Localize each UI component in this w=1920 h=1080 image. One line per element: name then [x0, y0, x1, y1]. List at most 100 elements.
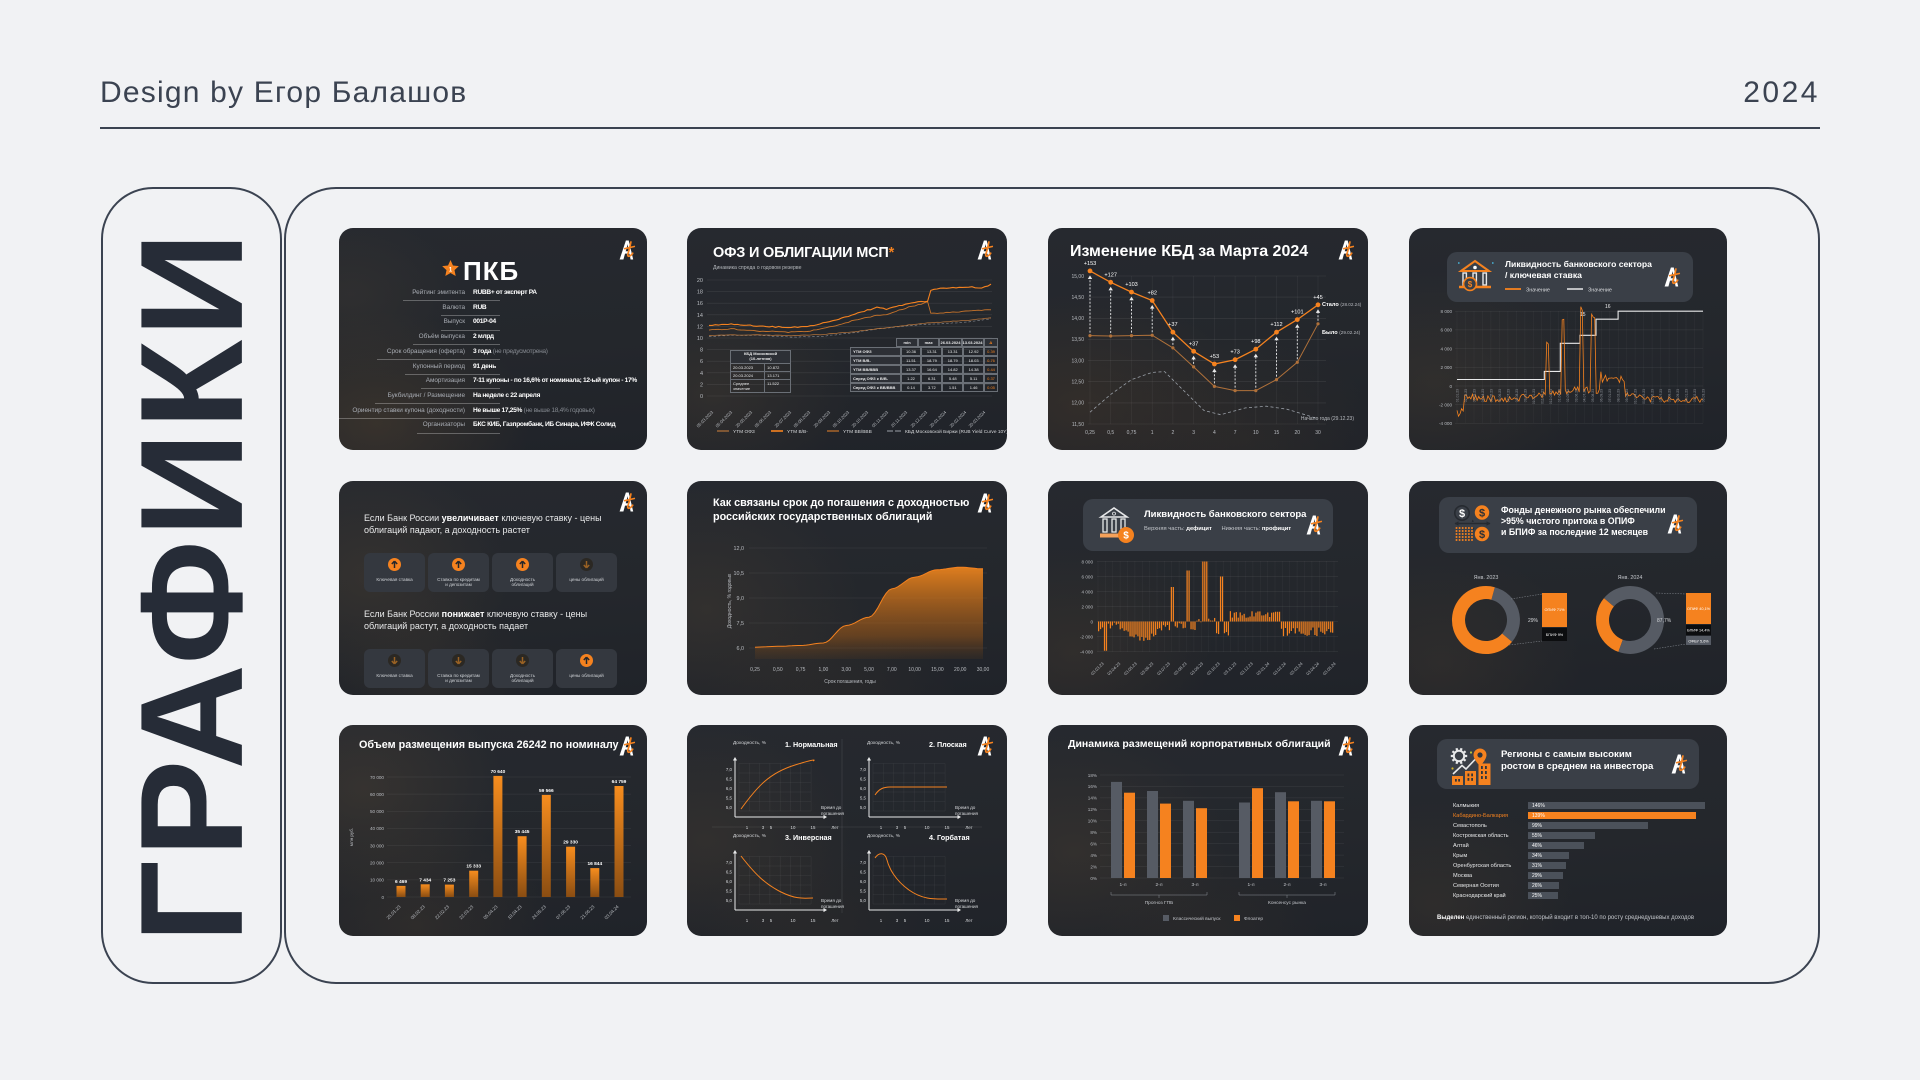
svg-text:08.02.23: 08.02.23 — [410, 904, 426, 920]
svg-text:25.01.23: 25.01.23 — [386, 904, 402, 920]
svg-text:6,0: 6,0 — [860, 786, 867, 791]
svg-text:20: 20 — [697, 278, 703, 284]
svg-text:01.07.23: 01.07.23 — [1659, 389, 1663, 402]
svg-text:7,5: 7,5 — [737, 621, 745, 627]
svg-text:5: 5 — [770, 825, 773, 830]
svg-text:Доходность, %: Доходность, % — [733, 740, 767, 746]
svg-text:30 000: 30 000 — [370, 843, 384, 848]
svg-text:Значение: Значение — [1588, 288, 1612, 294]
svg-text:2-л: 2-л — [1283, 882, 1290, 888]
svg-text:15: 15 — [945, 918, 950, 923]
svg-text:+53: +53 — [1210, 354, 1220, 360]
svg-text:6%: 6% — [1090, 842, 1097, 847]
svg-text:6 000: 6 000 — [1082, 574, 1094, 579]
svg-text:011.02.23: 011.02.23 — [1540, 389, 1544, 404]
svg-text:4%: 4% — [1090, 853, 1097, 858]
svg-text:ОПИФ 40,1%: ОПИФ 40,1% — [1687, 607, 1711, 611]
svg-text:$: $ — [1479, 508, 1485, 520]
svg-text:5: 5 — [904, 918, 907, 923]
svg-text:1,00: 1,00 — [819, 667, 829, 673]
svg-text:04.04.23: 04.04.23 — [1481, 389, 1485, 402]
svg-text:15: 15 — [945, 825, 950, 830]
svg-text:Срок погашения, годы: Срок погашения, годы — [824, 679, 876, 685]
svg-text:13,00: 13,00 — [1071, 358, 1084, 364]
svg-text:3: 3 — [896, 918, 899, 923]
svg-text:5,5: 5,5 — [860, 796, 867, 801]
svg-text:5,0: 5,0 — [726, 805, 733, 810]
svg-text:20.10.2023: 20.10.2023 — [851, 409, 870, 428]
svg-text:1. Нормальная: 1. Нормальная — [785, 740, 838, 749]
svg-text:04.07.23: 04.07.23 — [1583, 389, 1587, 402]
svg-text:20.01.2024: 20.01.2024 — [929, 409, 948, 428]
svg-text:010.01.23: 010.01.23 — [1532, 389, 1536, 404]
svg-text:6,5: 6,5 — [860, 870, 867, 875]
svg-text:22.02.23: 22.02.23 — [434, 904, 450, 920]
svg-text:04.01.23: 04.01.23 — [1685, 389, 1689, 402]
svg-text:3: 3 — [896, 825, 899, 830]
svg-text:03.02.24: 03.02.24 — [1272, 661, 1288, 677]
svg-text:10%: 10% — [1088, 819, 1097, 824]
svg-text:10: 10 — [791, 918, 796, 923]
svg-text:15,00: 15,00 — [1071, 274, 1084, 280]
svg-text:0,50: 0,50 — [773, 667, 783, 673]
svg-text:3: 3 — [762, 918, 765, 923]
svg-text:7,0: 7,0 — [860, 767, 867, 772]
svg-text:03.05.24: 03.05.24 — [1322, 661, 1338, 677]
svg-text:16%: 16% — [1088, 784, 1097, 789]
svg-text:Доходность, % годовых: Доходность, % годовых — [727, 573, 733, 628]
svg-text:Лет: Лет — [965, 918, 972, 923]
svg-text:8: 8 — [700, 348, 703, 354]
svg-text:4 000: 4 000 — [1082, 589, 1094, 594]
svg-text:6: 6 — [700, 359, 703, 365]
svg-text:87,7%: 87,7% — [1657, 618, 1672, 624]
svg-text:15: 15 — [811, 918, 816, 923]
svg-text:05.05.23: 05.05.23 — [1489, 389, 1493, 402]
svg-text:07.06.23: 07.06.23 — [555, 904, 571, 920]
svg-text:15: 15 — [1274, 430, 1280, 436]
svg-text:05.08.2023: 05.08.2023 — [793, 409, 812, 428]
svg-text:09.03.23: 09.03.23 — [1625, 389, 1629, 402]
svg-text:20 000: 20 000 — [370, 861, 384, 866]
svg-text:10: 10 — [697, 336, 703, 342]
svg-text:Янв. 2024: Янв. 2024 — [1618, 575, 1643, 581]
svg-text:64 759: 64 759 — [612, 779, 627, 785]
svg-text:10,00: 10,00 — [908, 667, 921, 673]
svg-text:6,0: 6,0 — [737, 646, 745, 652]
svg-text:5,00: 5,00 — [864, 667, 874, 673]
svg-text:7 253: 7 253 — [443, 878, 455, 884]
svg-text:2 000: 2 000 — [1082, 604, 1094, 609]
svg-text:-2 000: -2 000 — [1080, 634, 1093, 639]
svg-text:млн руб.: млн руб. — [349, 828, 354, 846]
svg-text:7,00: 7,00 — [887, 667, 897, 673]
svg-text:0,5: 0,5 — [1107, 430, 1114, 436]
svg-text:Флоатер: Флоатер — [1244, 916, 1263, 922]
svg-text:40 000: 40 000 — [370, 826, 384, 831]
svg-text:+37: +37 — [1189, 341, 1199, 347]
svg-text:$: $ — [1468, 280, 1473, 289]
svg-text:5,5: 5,5 — [860, 889, 867, 894]
svg-text:5,0: 5,0 — [860, 805, 867, 810]
svg-text:13,50: 13,50 — [1071, 337, 1084, 343]
svg-text:15: 15 — [1580, 312, 1586, 318]
svg-text:+153: +153 — [1084, 261, 1097, 267]
svg-text:8 000: 8 000 — [1441, 309, 1453, 314]
svg-text:+103: +103 — [1125, 282, 1138, 288]
svg-text:22.03.23: 22.03.23 — [458, 904, 474, 920]
svg-text:+73: +73 — [1230, 350, 1240, 356]
svg-text:14,00: 14,00 — [1071, 316, 1084, 322]
svg-text:16: 16 — [1605, 304, 1611, 310]
svg-text:12: 12 — [697, 324, 703, 330]
svg-text:4. Горбатая: 4. Горбатая — [929, 833, 970, 842]
svg-text:0: 0 — [1449, 384, 1452, 389]
svg-text:05.11.2023: 05.11.2023 — [871, 409, 890, 428]
svg-text:12%: 12% — [1088, 807, 1097, 812]
svg-text:6,5: 6,5 — [726, 870, 733, 875]
svg-text:10,5: 10,5 — [734, 571, 745, 577]
svg-text:011.05.23: 011.05.23 — [1642, 389, 1646, 404]
svg-text:02.05.23: 02.05.23 — [1566, 389, 1570, 402]
svg-text:7,0: 7,0 — [726, 860, 733, 865]
svg-text:6 000: 6 000 — [1441, 328, 1453, 333]
svg-text:05.02.23: 05.02.23 — [1693, 389, 1697, 402]
svg-text:09.09.23: 09.09.23 — [1523, 389, 1527, 402]
svg-text:Время до: Время до — [955, 898, 976, 903]
